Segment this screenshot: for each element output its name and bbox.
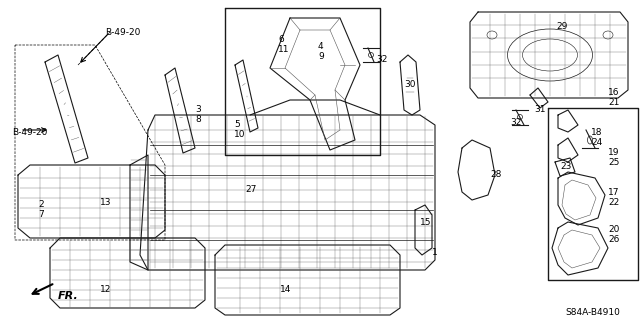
Text: 17: 17 (608, 188, 620, 197)
Text: 32: 32 (376, 55, 387, 64)
Text: 20: 20 (608, 225, 620, 234)
Text: 14: 14 (280, 285, 291, 294)
Text: 3: 3 (195, 105, 201, 114)
Text: B-49-20: B-49-20 (105, 28, 140, 37)
Text: 24: 24 (591, 138, 602, 147)
Text: 25: 25 (608, 158, 620, 167)
Text: 29: 29 (556, 22, 568, 31)
Text: 2: 2 (38, 200, 44, 209)
Text: B-49-20: B-49-20 (12, 128, 47, 137)
Text: 5: 5 (234, 120, 240, 129)
Text: 7: 7 (38, 210, 44, 219)
Text: 30: 30 (404, 80, 415, 89)
Text: 19: 19 (608, 148, 620, 157)
Text: 9: 9 (318, 52, 324, 61)
Text: 8: 8 (195, 115, 201, 124)
Text: 31: 31 (534, 105, 545, 114)
Text: 23: 23 (560, 162, 572, 171)
Text: 15: 15 (420, 218, 431, 227)
Text: 13: 13 (100, 198, 111, 207)
Text: 11: 11 (278, 45, 289, 54)
Text: S84A-B4910: S84A-B4910 (565, 308, 620, 317)
Text: 32: 32 (510, 118, 522, 127)
Text: 22: 22 (608, 198, 620, 207)
Text: 4: 4 (318, 42, 324, 51)
Text: 26: 26 (608, 235, 620, 244)
Text: 27: 27 (245, 185, 257, 194)
Text: 6: 6 (278, 35, 284, 44)
Text: 21: 21 (608, 98, 620, 107)
Text: 1: 1 (432, 248, 438, 257)
Text: 16: 16 (608, 88, 620, 97)
Text: FR.: FR. (58, 291, 79, 301)
Text: 12: 12 (100, 285, 111, 294)
Text: 28: 28 (490, 170, 501, 179)
Text: 18: 18 (591, 128, 602, 137)
Text: 10: 10 (234, 130, 246, 139)
